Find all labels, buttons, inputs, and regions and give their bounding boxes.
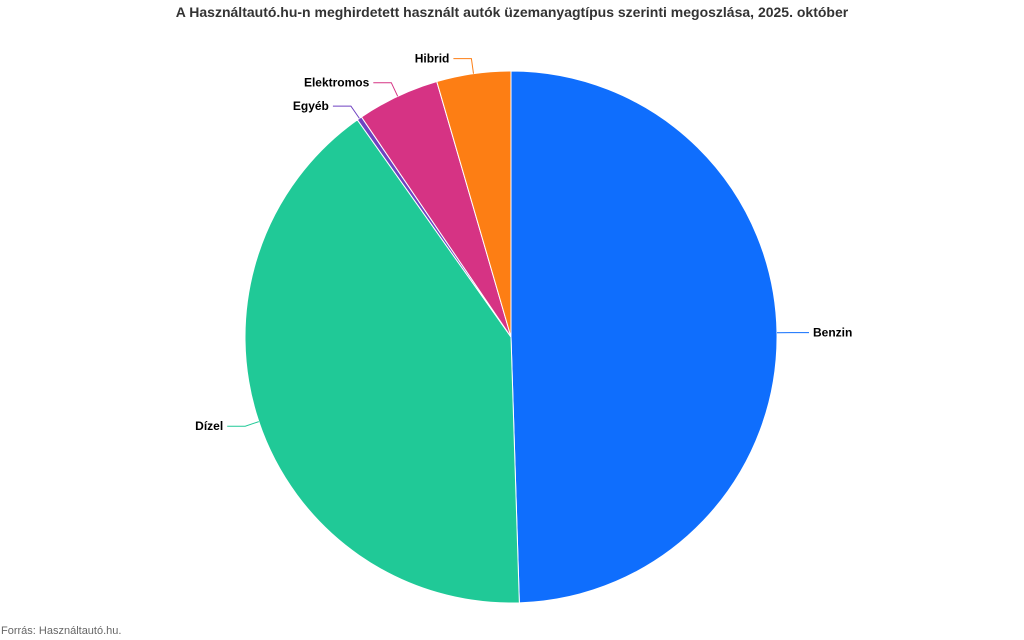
leader-line-elektromos	[373, 82, 399, 97]
pie-slice-dizel[interactable]	[244, 119, 520, 604]
chart-title: A Használtautó.hu-n meghirdetett használ…	[175, 4, 849, 20]
slice-label-elektromos: Elektromos	[304, 76, 370, 90]
leader-line-dizel	[227, 421, 259, 427]
pie-labels: Benzin Dízel Egyéb Elektromos Hibrid	[194, 50, 854, 435]
leader-line-egyeb	[332, 105, 360, 119]
leader-line-hibrid	[453, 58, 474, 74]
source-note: Forrás: Használtautó.hu.	[1, 625, 122, 637]
slice-label-hibrid: Hibrid	[415, 52, 450, 66]
pie-slices	[244, 70, 778, 604]
slice-label-egyeb: Egyéb	[293, 99, 329, 113]
slice-label-dizel: Dízel	[195, 419, 223, 433]
pie-slice-benzin[interactable]	[510, 70, 778, 604]
slice-label-benzin: Benzin	[813, 326, 852, 340]
